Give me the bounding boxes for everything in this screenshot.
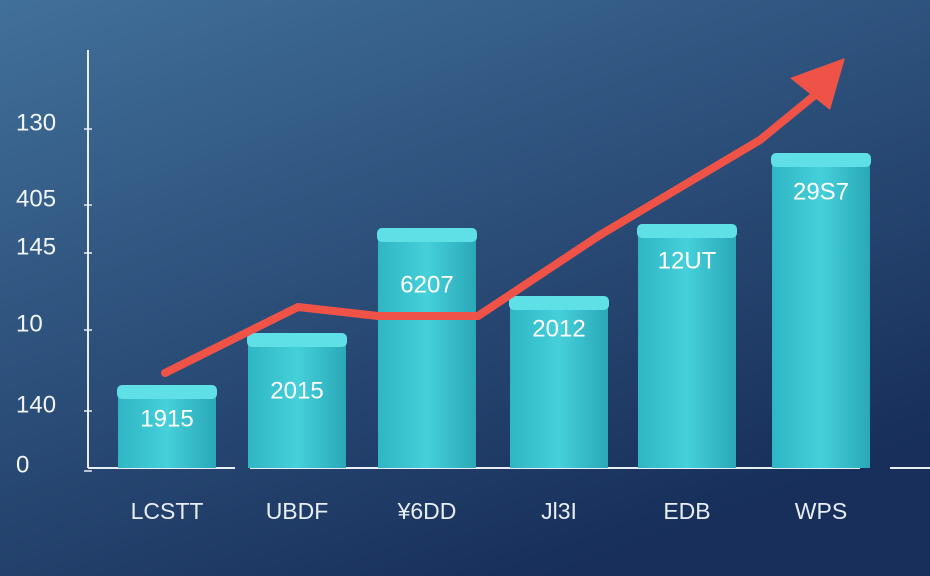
bar <box>378 234 476 468</box>
bar-cap <box>771 153 871 167</box>
bar <box>772 159 870 468</box>
bar-label: 29S7 <box>793 178 849 205</box>
bar-label: 2012 <box>532 315 585 342</box>
bar <box>510 302 608 468</box>
bar-cap <box>247 333 347 347</box>
category-label: WPS <box>795 498 847 524</box>
bar-label: 12UT <box>658 247 717 274</box>
y-label: 130 <box>16 109 56 136</box>
trend-arrow <box>161 91 819 377</box>
y-label: 10 <box>16 310 43 337</box>
bar <box>248 339 346 468</box>
category-label: EDB <box>663 498 710 524</box>
category-label: UBDF <box>266 498 329 524</box>
bar <box>638 230 736 468</box>
bar-cap <box>377 228 477 242</box>
y-label: 0 <box>16 451 29 478</box>
bar-cap <box>117 385 217 399</box>
category-label: LCSTT <box>131 498 204 524</box>
bar-cap <box>509 296 609 310</box>
y-label: 140 <box>16 391 56 418</box>
bar <box>118 391 216 468</box>
bar-label: 6207 <box>400 271 453 298</box>
bar-label: 1915 <box>140 405 193 432</box>
bar-label: 2015 <box>270 377 323 404</box>
category-label: Jl3I <box>541 498 577 524</box>
y-label: 145 <box>16 233 56 260</box>
chart-content: 130 405 145 10 140 0 1915 LCSTT 2015 UBDF 6207 ¥6DD… <box>16 109 871 524</box>
arrow-head <box>790 58 845 110</box>
category-label: ¥6DD <box>397 498 457 524</box>
bar-cap <box>637 224 737 238</box>
y-label: 405 <box>16 185 56 212</box>
